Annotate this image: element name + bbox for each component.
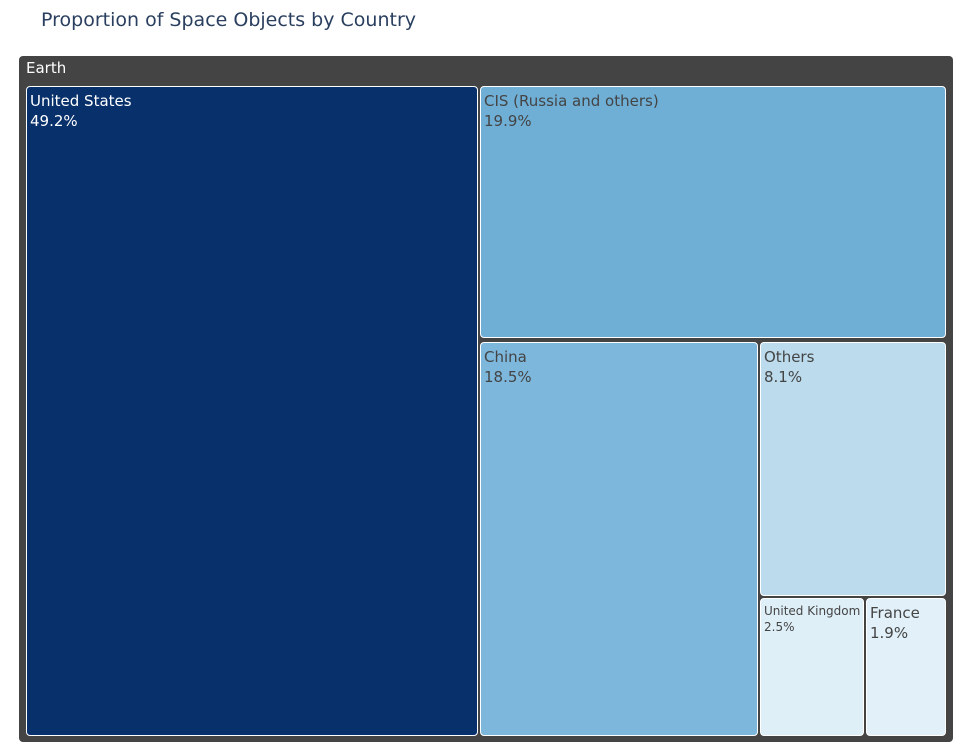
tile-label-united-states: United States <box>30 92 132 110</box>
tile-united-kingdom[interactable]: United Kingdom 2.5% <box>760 598 864 736</box>
tile-others[interactable]: Others 8.1% <box>760 342 946 596</box>
tile-label-france: France <box>870 604 920 622</box>
tile-united-states[interactable]: United States 49.2% <box>26 86 478 736</box>
tile-value-united-kingdom: 2.5% <box>764 620 795 634</box>
tile-label-others: Others <box>764 348 815 366</box>
chart-title: Proportion of Space Objects by Country <box>41 9 417 31</box>
tile-france[interactable]: France 1.9% <box>866 598 946 736</box>
tile-china[interactable]: China 18.5% <box>480 342 758 736</box>
tile-value-others: 8.1% <box>764 368 803 386</box>
treemap-root-earth[interactable]: Earth United States 49.2% CIS (Russia an… <box>19 56 953 742</box>
tile-label-cis: CIS (Russia and others) <box>484 92 659 110</box>
tile-label-united-kingdom: United Kingdom <box>764 604 861 618</box>
tile-cis[interactable]: CIS (Russia and others) 19.9% <box>480 86 946 338</box>
tile-value-france: 1.9% <box>870 624 909 642</box>
tile-value-united-states: 49.2% <box>30 112 78 130</box>
root-label: Earth <box>26 59 67 77</box>
tile-value-china: 18.5% <box>484 368 532 386</box>
tile-label-china: China <box>484 348 527 366</box>
tile-value-cis: 19.9% <box>484 112 532 130</box>
